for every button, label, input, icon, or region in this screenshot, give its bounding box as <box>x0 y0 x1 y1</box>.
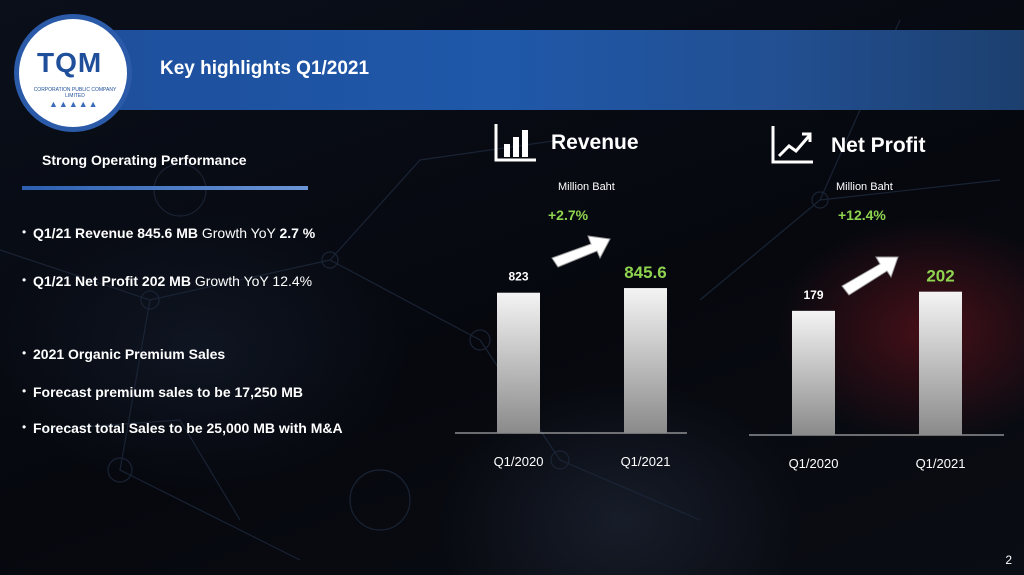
bullet-icon: • <box>22 420 27 434</box>
bullet-bold: Forecast total Sales to be 25,000 MB wit… <box>33 420 343 436</box>
page-title: Key highlights Q1/2021 <box>160 58 370 79</box>
company-logo: TQM CORPORATION PUBLIC COMPANY LIMITED ▲… <box>14 14 132 132</box>
bullet-icon: • <box>22 273 27 287</box>
bullet-bold-tail: 2.7 % <box>279 225 316 241</box>
bullet-icon: • <box>22 346 27 360</box>
data-label: 179 <box>803 288 823 302</box>
bar-q1-2020 <box>497 292 540 433</box>
x-tick-label: Q1/2021 <box>621 454 671 469</box>
data-label: 823 <box>508 270 528 284</box>
section-divider <box>22 186 308 190</box>
revenue-growth: +2.7% <box>548 207 589 223</box>
bullet-item: • 2021 Organic Premium Sales <box>22 346 225 362</box>
bullet-item: • Q1/21 Revenue 845.6 MB Growth YoY 2.7 % <box>22 225 315 241</box>
bullet-bold: Q1/21 Net Profit 202 MB <box>33 273 191 289</box>
growth-arrows <box>551 235 899 296</box>
bullet-item: • Forecast total Sales to be 25,000 MB wi… <box>22 420 343 436</box>
data-label: 202 <box>926 267 954 286</box>
logo-tagline: CORPORATION PUBLIC COMPANY LIMITED <box>33 87 117 99</box>
bar-q1-2020 <box>792 310 835 435</box>
bullet-item: • Forecast premium sales to be 17,250 MB <box>22 384 303 400</box>
logo-name: TQM <box>37 47 103 78</box>
section-title: Strong Operating Performance <box>42 152 247 168</box>
net-profit-growth-arrow <box>841 256 899 296</box>
x-tick-label: Q1/2021 <box>916 456 966 471</box>
tqm-logo-icon: ▲▲▲▲▲ <box>49 99 99 109</box>
x-tick-label: Q1/2020 <box>494 454 544 469</box>
net-profit-growth: +12.4% <box>838 207 886 223</box>
bar-q1-2021 <box>624 288 667 433</box>
x-tick-label: Q1/2020 <box>789 456 839 471</box>
revenue-unit: Million Baht <box>558 181 615 193</box>
bullet-bold: Forecast premium sales to be 17,250 MB <box>33 384 303 400</box>
bullet-icon: • <box>22 384 27 398</box>
line-chart-icon <box>771 126 813 164</box>
page-number: 2 <box>1005 553 1012 567</box>
data-label: 845.6 <box>624 263 667 282</box>
bullet-item: • Q1/21 Net Profit 202 MB Growth YoY 12.4… <box>22 273 312 289</box>
revenue-title: Revenue <box>551 131 639 154</box>
bullet-normal: Growth YoY 12.4% <box>190 273 313 289</box>
net-profit-title: Net Profit <box>831 134 926 157</box>
bullet-bold: Q1/21 Revenue 845.6 MB <box>33 225 198 241</box>
revenue-growth-arrow <box>551 235 611 268</box>
bar-q1-2021 <box>919 291 962 435</box>
bar-chart-icon <box>494 124 536 162</box>
net-profit-unit: Million Baht <box>836 181 893 193</box>
header-banner <box>70 30 1024 110</box>
bullet-icon: • <box>22 225 27 239</box>
bullet-normal: Growth YoY <box>197 225 280 241</box>
bullet-bold: 2021 Organic Premium Sales <box>33 346 226 362</box>
